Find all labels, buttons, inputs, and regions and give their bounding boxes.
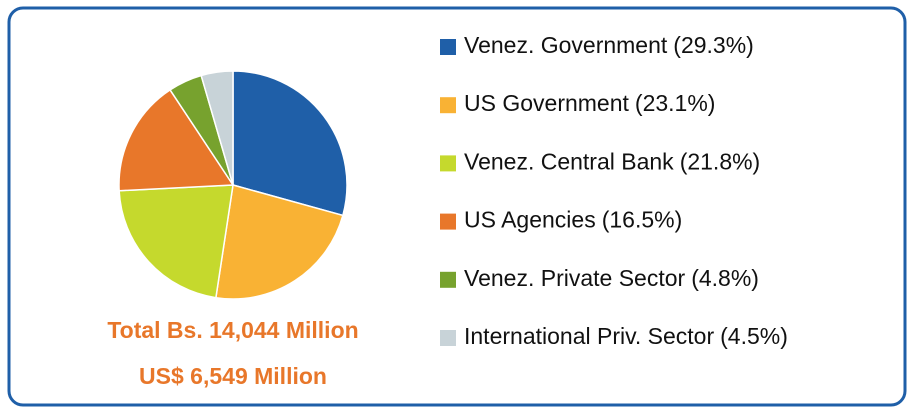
legend-label: Venez. Government (29.3%)	[464, 32, 754, 58]
legend-value: (4.8%)	[691, 265, 759, 291]
pie-slice	[118, 88, 235, 192]
legend-name: US Government	[464, 90, 630, 116]
legend-swatch	[440, 155, 456, 172]
pie-slice	[232, 70, 348, 217]
legend-swatch	[440, 39, 456, 55]
legend-label: International Priv. Sector (4.5%)	[464, 323, 788, 349]
legend-label: US Agencies (16.5%)	[464, 207, 682, 233]
legend-swatch	[440, 271, 456, 288]
legend-label: Venez. Central Bank (21.8%)	[464, 148, 760, 174]
legend-label: US Government (23.1%)	[464, 90, 715, 116]
pie-slice	[118, 184, 234, 299]
legend-name: Venez. Private Sector	[464, 265, 686, 291]
legend-value: (21.8%)	[680, 148, 761, 174]
annotation: US$ 6,549 Million	[139, 363, 327, 389]
legend-name: International Priv. Sector	[464, 323, 714, 349]
legend-name: Venez. Central Bank	[464, 148, 674, 174]
legend-swatch	[440, 213, 456, 230]
legend-name: US Agencies	[464, 207, 596, 233]
legend-value: (23.1%)	[635, 90, 716, 116]
annotation: Total Bs. 14,044 Million	[107, 317, 358, 343]
pie-slice	[215, 184, 344, 300]
pie-slice	[200, 70, 234, 186]
legend-value: (16.5%)	[602, 207, 683, 233]
legend-swatch	[440, 97, 456, 114]
legend-name: Venez. Government	[464, 32, 668, 58]
legend-value: (4.5%)	[720, 323, 788, 349]
legend-label: Venez. Private Sector (4.8%)	[464, 265, 759, 291]
legend-swatch	[440, 330, 456, 346]
legend-value: (29.3%)	[673, 32, 754, 58]
